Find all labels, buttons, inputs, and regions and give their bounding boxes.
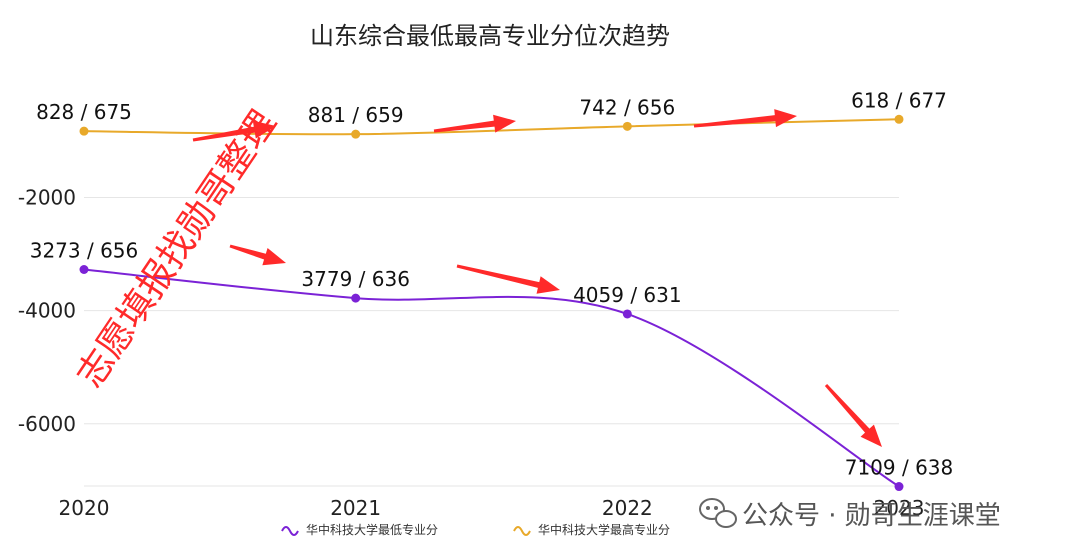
data-point	[622, 121, 632, 131]
legend-label: 华中科技大学最高专业分	[538, 522, 670, 537]
arrow-shape	[693, 109, 797, 128]
arrow-shape	[456, 264, 560, 294]
x-tick-label: 2020	[59, 496, 110, 520]
data-label: 742 / 656	[579, 95, 675, 119]
arrow-shape	[433, 114, 516, 133]
y-tick-label: -4000	[18, 299, 76, 323]
data-point	[79, 265, 89, 275]
grid	[84, 196, 899, 487]
data-label: 618 / 677	[851, 88, 947, 112]
data-label: 7109 / 638	[845, 456, 954, 480]
y-tick-label: -2000	[18, 185, 76, 209]
red-arrow-icon	[693, 109, 797, 128]
legend-item: 华中科技大学最低专业分	[281, 522, 438, 537]
wechat-icon	[699, 498, 737, 528]
legend-label: 华中科技大学最低专业分	[306, 522, 438, 537]
arrow-shape	[192, 120, 276, 142]
series-0: 3273 / 656 3779 / 636 4059 / 631 7109 / 638	[30, 239, 954, 492]
chart-title: 山东综合最低最高专业分位次趋势	[310, 22, 670, 50]
red-arrow-icon	[824, 383, 882, 447]
y-tick-label: -6000	[18, 412, 76, 436]
legend: 华中科技大学最低专业分 华中科技大学最高专业分	[281, 522, 670, 537]
y-axis-ticks: -2000 -4000 -6000	[18, 185, 76, 435]
arrow-shape	[229, 244, 286, 266]
data-label: 3779 / 636	[301, 267, 410, 291]
series-layer: 3273 / 656 3779 / 636 4059 / 631 7109 / 638…	[30, 88, 954, 492]
data-point	[622, 309, 632, 319]
data-label: 4059 / 631	[573, 283, 682, 307]
data-point	[894, 482, 904, 492]
data-label: 881 / 659	[308, 103, 404, 127]
legend-swatch	[513, 526, 531, 536]
wechat-account-text: 公众号 · 勋哥生涯课堂	[742, 501, 1001, 531]
data-point	[351, 129, 361, 139]
data-point	[79, 126, 89, 136]
data-label: 828 / 675	[36, 100, 132, 124]
series-1: 828 / 675 881 / 659 742 / 656 618 / 677	[36, 88, 947, 139]
red-arrow-icon	[433, 114, 516, 133]
x-tick-label: 2022	[602, 496, 653, 520]
red-arrow-icon	[192, 120, 276, 142]
red-arrow-icon	[229, 244, 286, 266]
x-axis-ticks: 2020 2021 2022 2023	[59, 496, 925, 520]
red-arrow-icon	[456, 264, 560, 294]
wechat-watermark: 公众号 · 勋哥生涯课堂	[699, 498, 1001, 531]
x-tick-label: 2023	[874, 496, 925, 520]
legend-swatch	[281, 526, 299, 536]
data-point	[894, 114, 904, 124]
data-point	[351, 293, 361, 303]
series-line	[83, 268, 900, 488]
x-tick-label: 2021	[330, 496, 381, 520]
data-label: 3273 / 656	[30, 239, 139, 263]
legend-item: 华中科技大学最高专业分	[513, 522, 670, 537]
annotation-arrows	[192, 109, 882, 447]
arrow-shape	[824, 383, 882, 447]
